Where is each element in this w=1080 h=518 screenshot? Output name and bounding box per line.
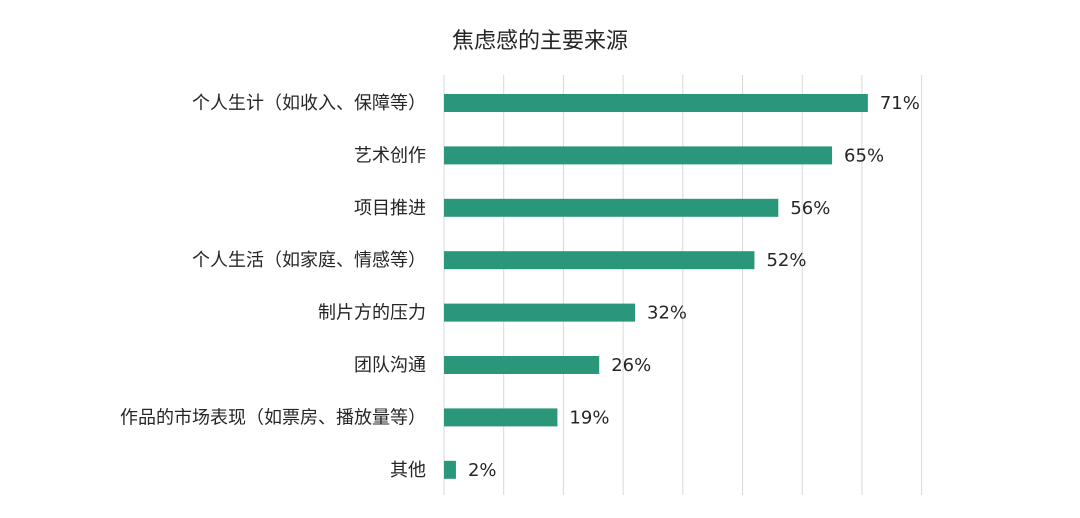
value-labels: 71% 65% 56% 52% 32% 26% 19% 2%	[468, 93, 920, 481]
bar	[444, 146, 833, 165]
data-label: 52%	[766, 250, 806, 271]
data-label: 2%	[468, 460, 497, 481]
bar	[444, 198, 779, 217]
bar	[444, 408, 558, 427]
category-label: 个人生计（如收入、保障等）	[192, 93, 426, 114]
bar	[444, 460, 456, 479]
category-label: 项目推进	[354, 198, 426, 219]
data-label: 56%	[790, 198, 830, 219]
category-label: 团队沟通	[354, 355, 426, 376]
data-label: 71%	[880, 93, 920, 114]
gridlines	[443, 75, 923, 495]
bar	[444, 94, 868, 112]
category-label: 其他	[390, 460, 426, 481]
bar	[444, 251, 755, 270]
category-label: 艺术创作	[354, 145, 426, 166]
category-label: 制片方的压力	[318, 303, 426, 324]
data-label: 26%	[611, 355, 651, 376]
category-label: 个人生活（如家庭、情感等）	[192, 250, 426, 271]
bar	[444, 356, 600, 374]
data-label: 32%	[647, 303, 687, 324]
bars	[444, 94, 868, 479]
chart-title: 焦虑感的主要来源	[452, 29, 628, 54]
data-label: 65%	[844, 145, 884, 166]
category-label: 作品的市场表现（如票房、播放量等）	[120, 407, 426, 428]
bar	[444, 303, 636, 322]
data-label: 19%	[569, 407, 609, 428]
